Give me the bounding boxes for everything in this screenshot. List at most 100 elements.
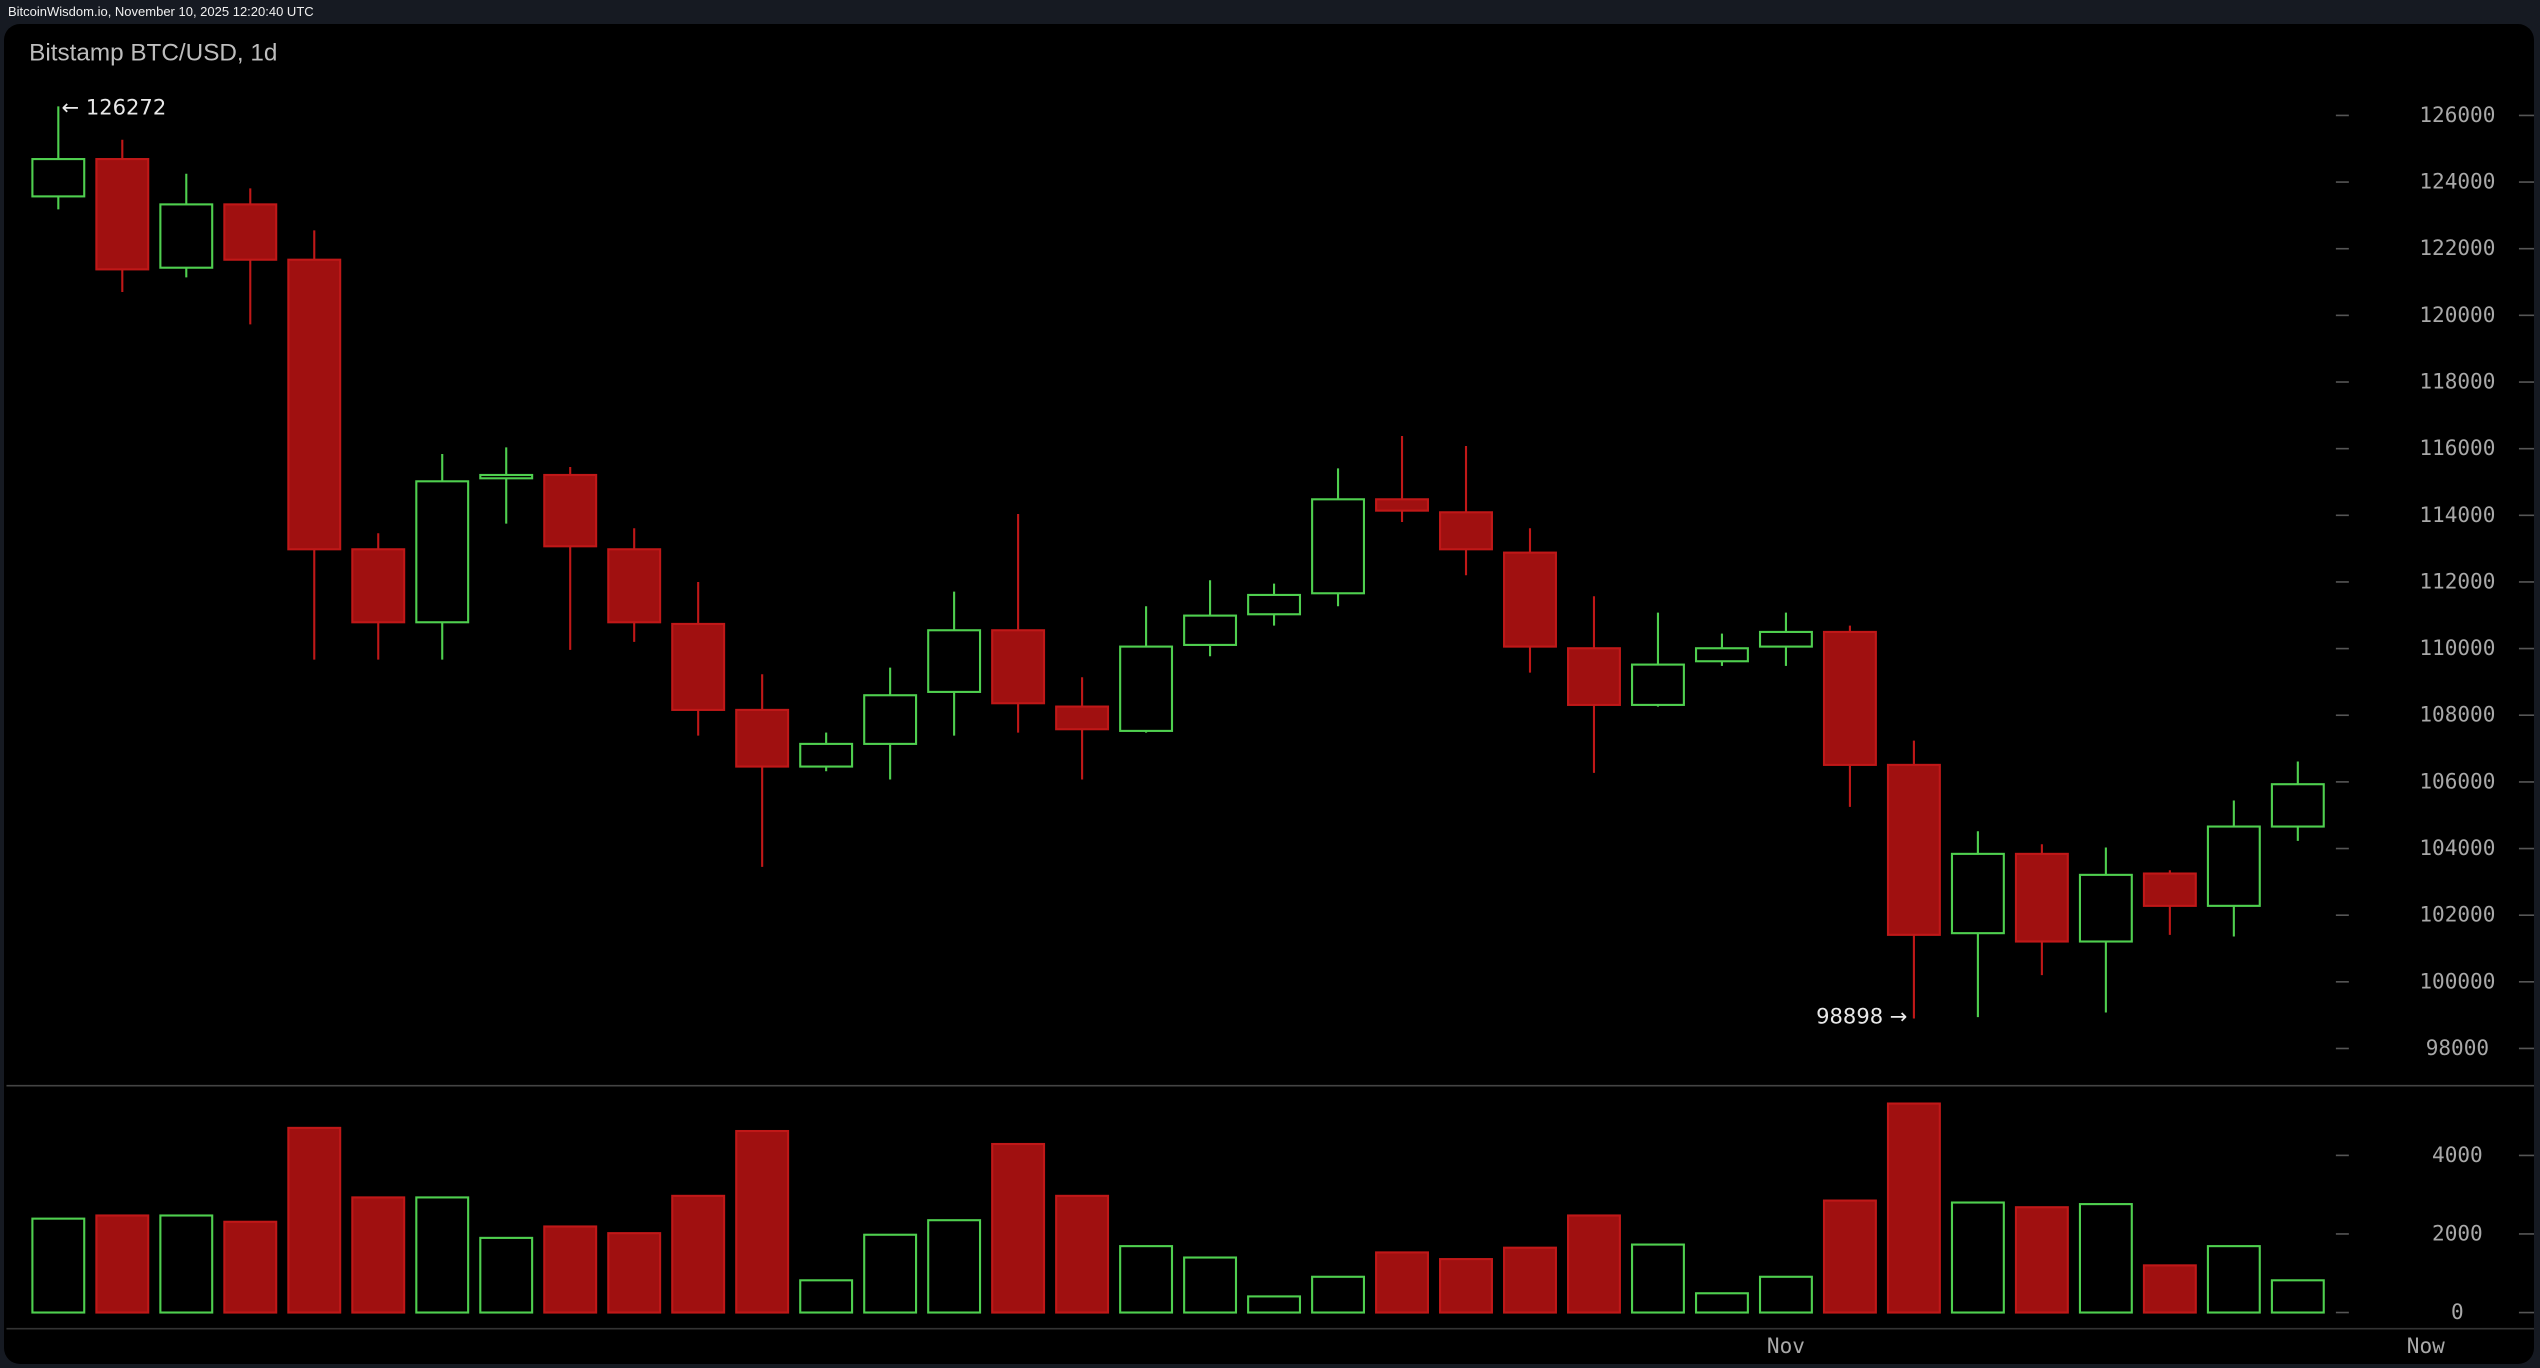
- volume-bar: [607, 1232, 662, 1314]
- candle-body: [479, 473, 534, 480]
- candlestick-chart: Bitstamp BTC/USD, 1d 126000 124000 122000 1…: [6, 39, 2534, 1358]
- candle-body: [927, 629, 982, 693]
- candle: [1439, 445, 1493, 576]
- volume-bar: [1055, 1194, 1110, 1314]
- candle-body: [351, 548, 406, 624]
- candle: [31, 106, 86, 210]
- volume-bar: [223, 1220, 278, 1314]
- candle-body: [671, 622, 726, 711]
- candle-body: [2078, 873, 2133, 943]
- price-tick-label: 112000: [2419, 568, 2495, 593]
- candle-body: [1822, 630, 1877, 766]
- price-tick-label: 118000: [2419, 368, 2495, 393]
- candle-body: [863, 694, 918, 745]
- candle: [1950, 831, 2005, 1018]
- volume-bar: [95, 1214, 150, 1314]
- price-tick-label: 122000: [2419, 235, 2495, 260]
- candle-body: [735, 708, 790, 768]
- volume-bar: [351, 1196, 406, 1314]
- volume-bar: [479, 1236, 534, 1314]
- price-tick-label: 98000: [2426, 1035, 2489, 1060]
- time-tick-label: Nov: [1767, 1333, 1805, 1358]
- candle-body: [1950, 852, 2005, 935]
- candle: [2014, 844, 2069, 976]
- volume-bar: [1247, 1295, 1302, 1314]
- candle: [1375, 435, 1429, 522]
- volume-bar: [1567, 1214, 1621, 1314]
- volume-bar: [1119, 1245, 1174, 1314]
- candle: [2142, 870, 2197, 935]
- volume-tick-label: 2000: [2432, 1220, 2483, 1245]
- volume-bar: [2206, 1245, 2261, 1314]
- candle-body: [1375, 498, 1429, 512]
- candle: [1503, 528, 1557, 673]
- price-tick-label: 114000: [2419, 502, 2495, 527]
- candle-body: [31, 158, 86, 198]
- price-tick-label: 120000: [2419, 302, 2495, 327]
- candle: [479, 447, 534, 524]
- candle-body: [159, 203, 214, 269]
- low-price-annotation: 98898 →: [1816, 1003, 1907, 1028]
- candle: [1183, 580, 1238, 657]
- volume-bar: [1758, 1275, 1813, 1314]
- candle: [159, 173, 214, 278]
- volume-bar: [1375, 1251, 1429, 1314]
- candle: [607, 528, 662, 642]
- candle-body: [1886, 763, 1941, 936]
- volume-tick-label: 0: [2451, 1299, 2464, 1324]
- price-tick-label: 106000: [2419, 768, 2495, 793]
- candle-body: [2142, 872, 2197, 907]
- candle-body: [1439, 511, 1493, 551]
- candle-body: [287, 258, 342, 551]
- volume-bar: [159, 1214, 214, 1314]
- volume-bar: [799, 1279, 854, 1314]
- candle-body: [1567, 647, 1621, 706]
- candle-body: [607, 548, 662, 624]
- candle-body: [991, 629, 1046, 705]
- candle-body: [415, 480, 470, 624]
- volume-bar: [2014, 1206, 2069, 1314]
- volume-bar: [1694, 1292, 1749, 1314]
- price-tick-label: 116000: [2419, 435, 2495, 460]
- volume-tick-label: 4000: [2432, 1142, 2483, 1167]
- candle: [927, 591, 982, 736]
- volume-bar: [2078, 1203, 2133, 1314]
- candle-body: [799, 742, 854, 768]
- volume-bar: [671, 1194, 726, 1314]
- volume-bar: [735, 1129, 790, 1314]
- price-tick-label: 108000: [2419, 702, 2495, 727]
- candle-body: [2270, 783, 2325, 828]
- price-tick-label: 100000: [2419, 968, 2495, 993]
- price-tick-label: 104000: [2419, 835, 2495, 860]
- candle: [543, 466, 598, 650]
- volume-bar: [31, 1217, 86, 1314]
- candle: [1886, 740, 1941, 1019]
- source-timestamp: BitcoinWisdom.io, November 10, 2025 12:2…: [8, 4, 314, 19]
- price-tick-label: 102000: [2419, 902, 2495, 927]
- candle-body: [1119, 645, 1174, 732]
- volume-bar: [543, 1225, 598, 1314]
- candle-body: [95, 158, 150, 271]
- candle: [1119, 606, 1174, 733]
- candle-body: [2014, 852, 2069, 943]
- volume-bar: [2142, 1264, 2197, 1314]
- volume-bar: [287, 1126, 342, 1314]
- candle-body: [2206, 825, 2261, 907]
- time-tick-label: Now: [2407, 1333, 2445, 1358]
- price-tick-label: 126000: [2419, 102, 2495, 127]
- candle-body: [543, 473, 598, 548]
- candle-body: [1055, 705, 1110, 731]
- candle: [1247, 583, 1302, 626]
- candle: [1694, 633, 1749, 666]
- volume-bar: [1183, 1256, 1238, 1314]
- candle-body: [1247, 593, 1302, 616]
- candle-body: [1183, 614, 1238, 646]
- candle: [799, 732, 854, 772]
- candle: [95, 139, 150, 293]
- candle: [287, 230, 342, 660]
- candle: [415, 453, 470, 660]
- price-tick-label: 124000: [2419, 169, 2495, 194]
- volume-bar: [415, 1196, 470, 1314]
- candle-body: [223, 203, 278, 261]
- high-price-annotation: ← 126272: [62, 94, 167, 119]
